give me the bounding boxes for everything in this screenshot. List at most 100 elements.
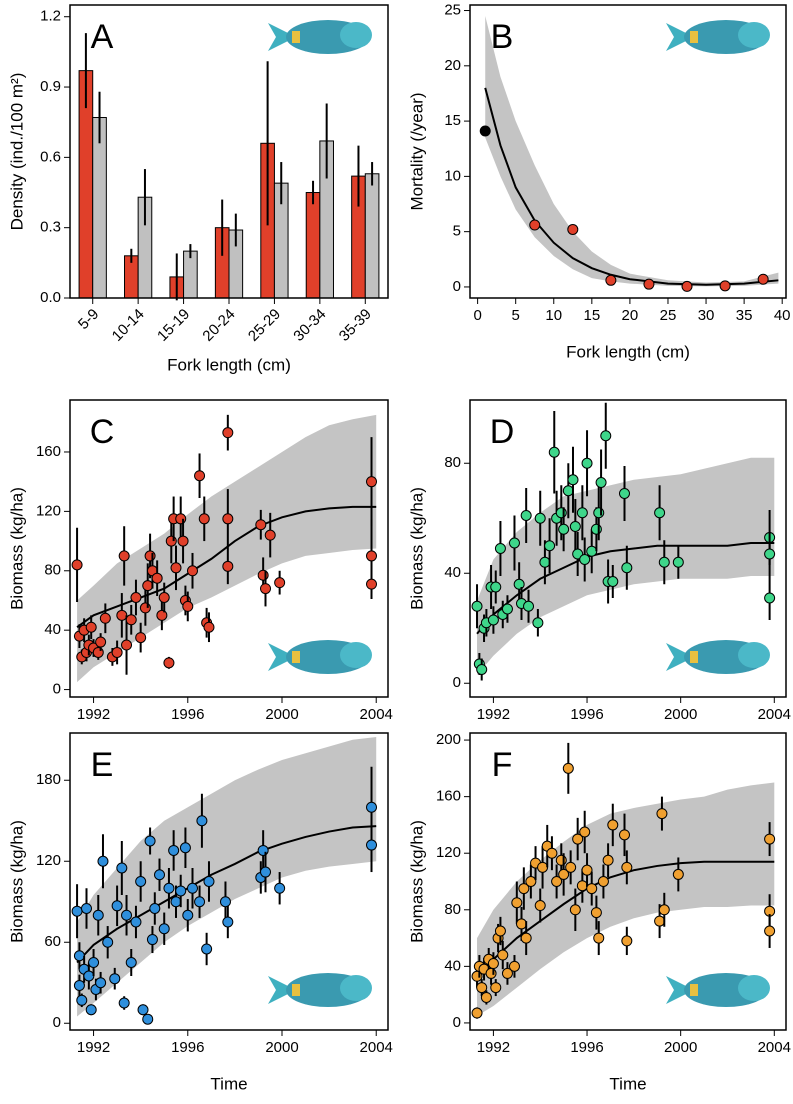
data-point (109, 973, 121, 985)
data-point (525, 876, 537, 887)
data-point (764, 548, 776, 560)
y-axis-label: Mortality (/year) (407, 92, 426, 210)
y-tick-label: 0.9 (40, 78, 61, 95)
data-point (593, 932, 605, 944)
y-tick-label: 5 (453, 223, 461, 240)
data-point (654, 915, 666, 927)
data-point (222, 427, 234, 439)
fish-tail (268, 976, 290, 1004)
data-point (501, 603, 513, 615)
data-point (548, 446, 560, 458)
data-point (593, 507, 605, 519)
fish-icon (268, 20, 372, 54)
x-tick-label: 10-14 (109, 306, 148, 345)
x-tick-label: 5-9 (75, 306, 102, 333)
y-tick-label: 60 (44, 933, 61, 950)
data-point (562, 485, 574, 497)
data-point (508, 537, 520, 549)
plot-frame (469, 399, 787, 698)
data-point (643, 278, 655, 290)
y-tick-label: 200 (436, 731, 461, 748)
data-point (83, 970, 95, 982)
data-point (621, 861, 633, 873)
data-point (121, 639, 133, 651)
fish-head (340, 975, 372, 1001)
data-point (597, 876, 609, 887)
simulation-band (477, 782, 775, 1016)
y-tick-label: 0.3 (40, 219, 61, 236)
data-point (579, 826, 591, 838)
x-axis-label: Fork length (cm) (167, 355, 291, 374)
y-tick-label: 80 (444, 901, 461, 918)
data-point (182, 600, 194, 612)
panel-label: E (91, 746, 114, 784)
trend-line (76, 825, 377, 964)
data-point (508, 960, 520, 972)
data-point (73, 950, 85, 962)
y-tick-label: 120 (436, 844, 461, 861)
data-point (366, 839, 378, 851)
data-point (618, 488, 630, 499)
x-tick-label: 35-39 (336, 306, 375, 345)
data-point (719, 280, 731, 292)
fish-head (738, 642, 770, 668)
data-point (130, 592, 142, 604)
data-point (471, 600, 483, 612)
data-point (177, 535, 189, 547)
data-point (142, 580, 154, 592)
data-point (116, 862, 128, 874)
data-point (764, 925, 776, 937)
data-point (539, 556, 551, 568)
data-point (139, 602, 151, 614)
x-tick-label: 25 (660, 307, 677, 324)
x-tick-label: 1992 (477, 706, 510, 723)
data-point (111, 646, 123, 658)
y-tick-label: 0 (453, 1014, 461, 1031)
data-point (656, 808, 668, 820)
trend-line (484, 87, 779, 286)
plot-frame (69, 4, 389, 299)
data-point (618, 829, 630, 841)
y-tick-label: 10 (444, 167, 461, 184)
data-point (118, 550, 130, 562)
y-tick-label: 160 (436, 788, 461, 805)
y-tick-label: 120 (36, 502, 61, 519)
data-point (175, 513, 187, 525)
x-tick-label: 2000 (664, 1039, 697, 1056)
data-point (196, 815, 208, 827)
x-tick-label: 1996 (171, 706, 204, 723)
data-point (558, 868, 570, 880)
fish-band (690, 31, 698, 43)
plot-frame (469, 4, 787, 299)
data-point (497, 949, 509, 961)
data-point (520, 510, 532, 521)
data-point (366, 801, 378, 813)
data-point (88, 957, 100, 968)
data-point (534, 900, 546, 912)
data-point (130, 916, 142, 928)
data-point (555, 854, 567, 866)
data-point (76, 994, 88, 1006)
data-point (366, 550, 378, 562)
bar (364, 173, 380, 299)
y-tick-label: 80 (444, 454, 461, 471)
x-tick-label: 15 (583, 307, 600, 324)
data-point (142, 1013, 154, 1025)
panel-label: C (90, 413, 115, 451)
plot-frame (69, 732, 389, 1031)
data-point (179, 842, 191, 854)
data-point (85, 1004, 97, 1016)
y-tick-label: 0 (53, 1014, 61, 1031)
data-point (125, 614, 137, 626)
x-axis-label: Fork length (cm) (566, 342, 690, 361)
data-point (366, 578, 378, 590)
x-tick-label: 25-29 (245, 306, 284, 345)
data-point (569, 521, 581, 532)
panel-label: F (492, 746, 513, 784)
data-point (490, 982, 502, 994)
data-point (534, 512, 546, 524)
x-tick-label: 2000 (265, 706, 298, 723)
y-tick-label: 0.6 (40, 148, 61, 165)
fish-band (292, 984, 300, 996)
data-point (471, 1007, 483, 1019)
